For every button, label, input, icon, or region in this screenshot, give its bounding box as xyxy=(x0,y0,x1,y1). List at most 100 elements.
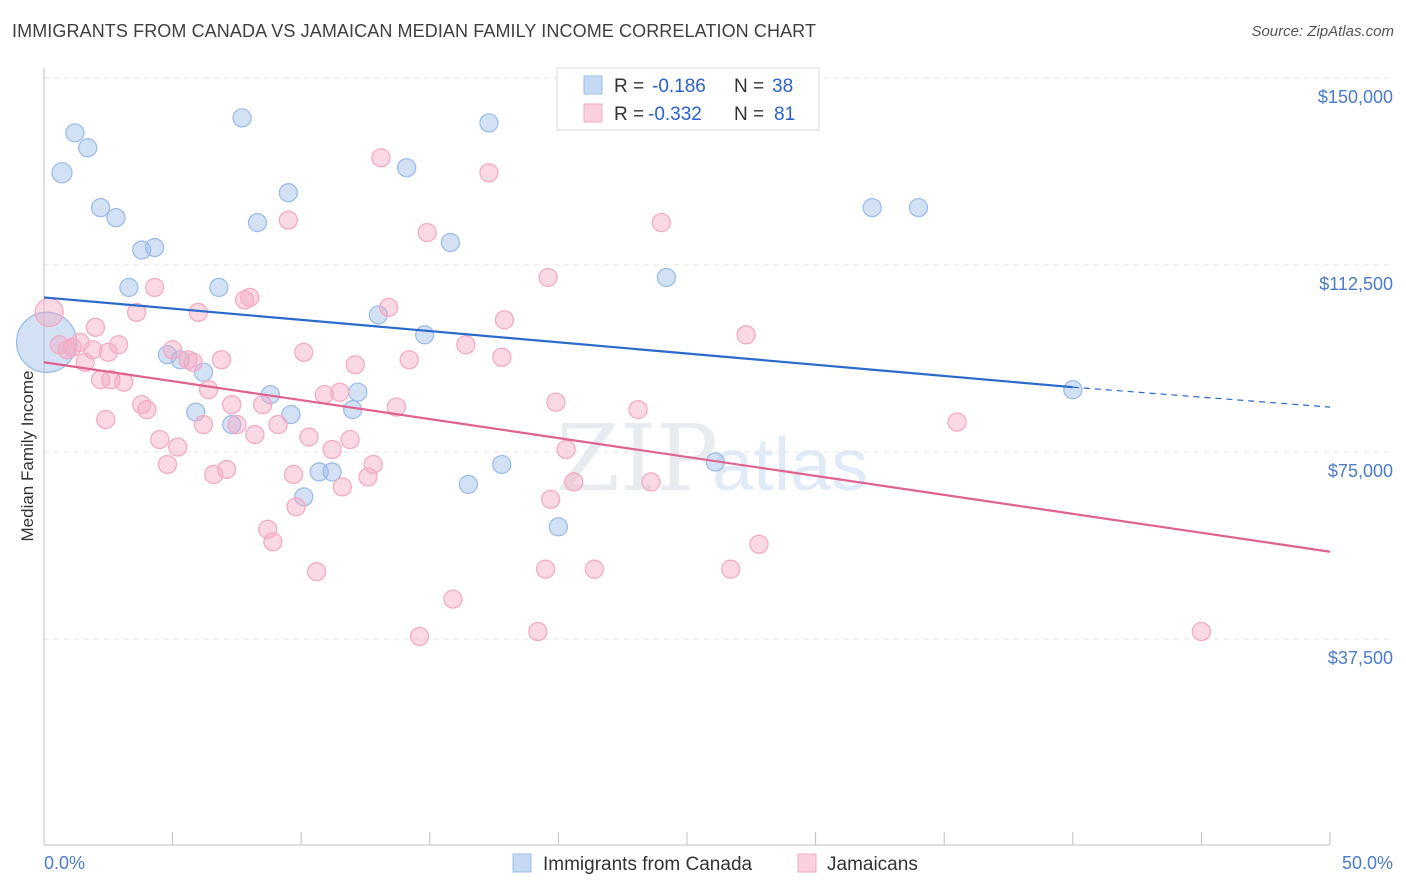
y-tick-label-2: $112,500 xyxy=(1319,274,1393,294)
stats-legend-n-value-canada: 38 xyxy=(772,76,793,97)
point-jamaicans-60 xyxy=(456,335,476,355)
point-jamaicans-76 xyxy=(736,325,756,345)
point-canada-28 xyxy=(440,232,461,253)
watermark: ZIP atlas xyxy=(556,405,868,512)
point-jamaicans-72 xyxy=(628,399,648,420)
point-canada-29 xyxy=(458,474,479,495)
x-ticks xyxy=(43,832,1331,845)
point-jamaicans-42 xyxy=(294,342,314,362)
point-canada-25 xyxy=(368,305,389,325)
series-legend-label-canada: Immigrants from Canada xyxy=(543,854,753,875)
point-jamaicans-37 xyxy=(263,532,283,552)
point-canada-5 xyxy=(106,207,126,228)
grid-lines xyxy=(44,77,1393,640)
point-jamaicans-12 xyxy=(108,335,129,355)
stats-legend-swatch-canada xyxy=(583,75,603,95)
trend-line-canada xyxy=(43,296,1073,389)
point-jamaicans-75 xyxy=(721,559,741,579)
y-tick-label-3: $150,000 xyxy=(1318,87,1393,107)
point-jamaicans-32 xyxy=(234,290,255,310)
point-canada-33 xyxy=(656,267,677,288)
point-jamaicans-34 xyxy=(245,424,265,445)
point-canada-37 xyxy=(1063,380,1083,400)
point-canada-8 xyxy=(144,237,165,258)
point-jamaicans-48 xyxy=(332,477,353,497)
x-tick-label-min: 0.0% xyxy=(44,853,85,873)
stats-legend: R = -0.186 N = 38 R = -0.332 N = 81 xyxy=(556,67,820,131)
point-jamaicans-65 xyxy=(535,559,556,579)
point-jamaicans-57 xyxy=(409,626,430,647)
y-tick-label-1: $75,000 xyxy=(1328,461,1393,481)
point-jamaicans-59 xyxy=(443,589,463,609)
point-jamaicans-47 xyxy=(330,382,350,402)
point-canada-36 xyxy=(908,198,929,218)
point-jamaicans-61 xyxy=(479,163,499,183)
point-jamaicans-50 xyxy=(345,355,365,375)
point-jamaicans-71 xyxy=(584,559,605,579)
point-jamaicans-17 xyxy=(144,277,165,298)
point-canada-26 xyxy=(397,158,417,178)
point-jamaicans-40 xyxy=(283,464,304,485)
point-canada-6 xyxy=(119,277,139,298)
stats-legend-r-label-jamaicans: R = xyxy=(614,104,644,125)
point-jamaicans-67 xyxy=(541,489,561,510)
point-canada-31 xyxy=(492,454,512,475)
point-jamaicans-6 xyxy=(83,340,103,360)
point-jamaicans-0 xyxy=(34,297,64,328)
trend-line-extension-canada xyxy=(1072,386,1331,408)
point-canada-16 xyxy=(247,212,268,233)
series-legend-swatch-jamaicans xyxy=(797,853,817,873)
point-jamaicans-68 xyxy=(546,392,566,412)
point-canada-4 xyxy=(90,198,111,218)
point-jamaicans-22 xyxy=(178,350,198,370)
point-jamaicans-38 xyxy=(268,414,288,435)
point-jamaicans-39 xyxy=(278,210,298,230)
series-legend-label-jamaicans: Jamaicans xyxy=(827,854,918,875)
point-canada-19 xyxy=(281,404,301,425)
stats-legend-n-label-jamaicans: N = xyxy=(734,104,764,125)
stats-legend-swatch-jamaicans xyxy=(583,103,603,123)
point-jamaicans-55 xyxy=(386,397,407,417)
point-canada-20 xyxy=(294,487,314,507)
point-jamaicans-58 xyxy=(417,222,437,243)
point-jamaicans-74 xyxy=(651,212,671,233)
stats-legend-r-value-jamaicans: -0.332 xyxy=(648,104,702,125)
point-jamaicans-54 xyxy=(378,297,399,318)
point-jamaicans-52 xyxy=(363,454,383,475)
point-jamaicans-18 xyxy=(150,429,170,450)
point-jamaicans-51 xyxy=(358,467,378,487)
stats-legend-r-label-canada: R = xyxy=(614,76,644,97)
point-jamaicans-73 xyxy=(641,472,661,492)
point-jamaicans-69 xyxy=(556,439,576,460)
point-jamaicans-10 xyxy=(98,342,118,362)
point-jamaicans-29 xyxy=(216,459,237,480)
point-jamaicans-70 xyxy=(564,472,584,492)
point-jamaicans-7 xyxy=(85,317,106,337)
point-jamaicans-30 xyxy=(222,394,242,415)
series-immigrants-from-canada-points xyxy=(15,108,1083,537)
point-canada-15 xyxy=(232,108,252,128)
point-jamaicans-31 xyxy=(227,414,247,435)
point-canada-12 xyxy=(193,362,214,382)
point-jamaicans-79 xyxy=(1191,621,1212,642)
stats-legend-n-value-jamaicans: 81 xyxy=(774,104,795,125)
point-jamaicans-19 xyxy=(157,454,178,475)
point-jamaicans-77 xyxy=(749,534,769,554)
point-jamaicans-44 xyxy=(306,562,327,582)
point-jamaicans-25 xyxy=(193,414,214,435)
point-jamaicans-49 xyxy=(340,429,360,450)
point-jamaicans-56 xyxy=(399,350,419,370)
point-canada-14 xyxy=(222,414,242,435)
point-jamaicans-43 xyxy=(299,427,319,447)
point-jamaicans-23 xyxy=(183,352,203,372)
point-canada-18 xyxy=(278,183,298,203)
point-jamaicans-66 xyxy=(538,267,558,288)
stats-legend-r-value-canada: -0.186 xyxy=(652,76,706,97)
point-jamaicans-21 xyxy=(168,437,188,457)
trend-lines xyxy=(43,296,1331,553)
point-jamaicans-33 xyxy=(240,287,260,308)
point-canada-13 xyxy=(209,277,229,298)
point-canada-3 xyxy=(78,138,98,158)
series-legend: Immigrants from Canada Jamaicans xyxy=(512,853,918,875)
